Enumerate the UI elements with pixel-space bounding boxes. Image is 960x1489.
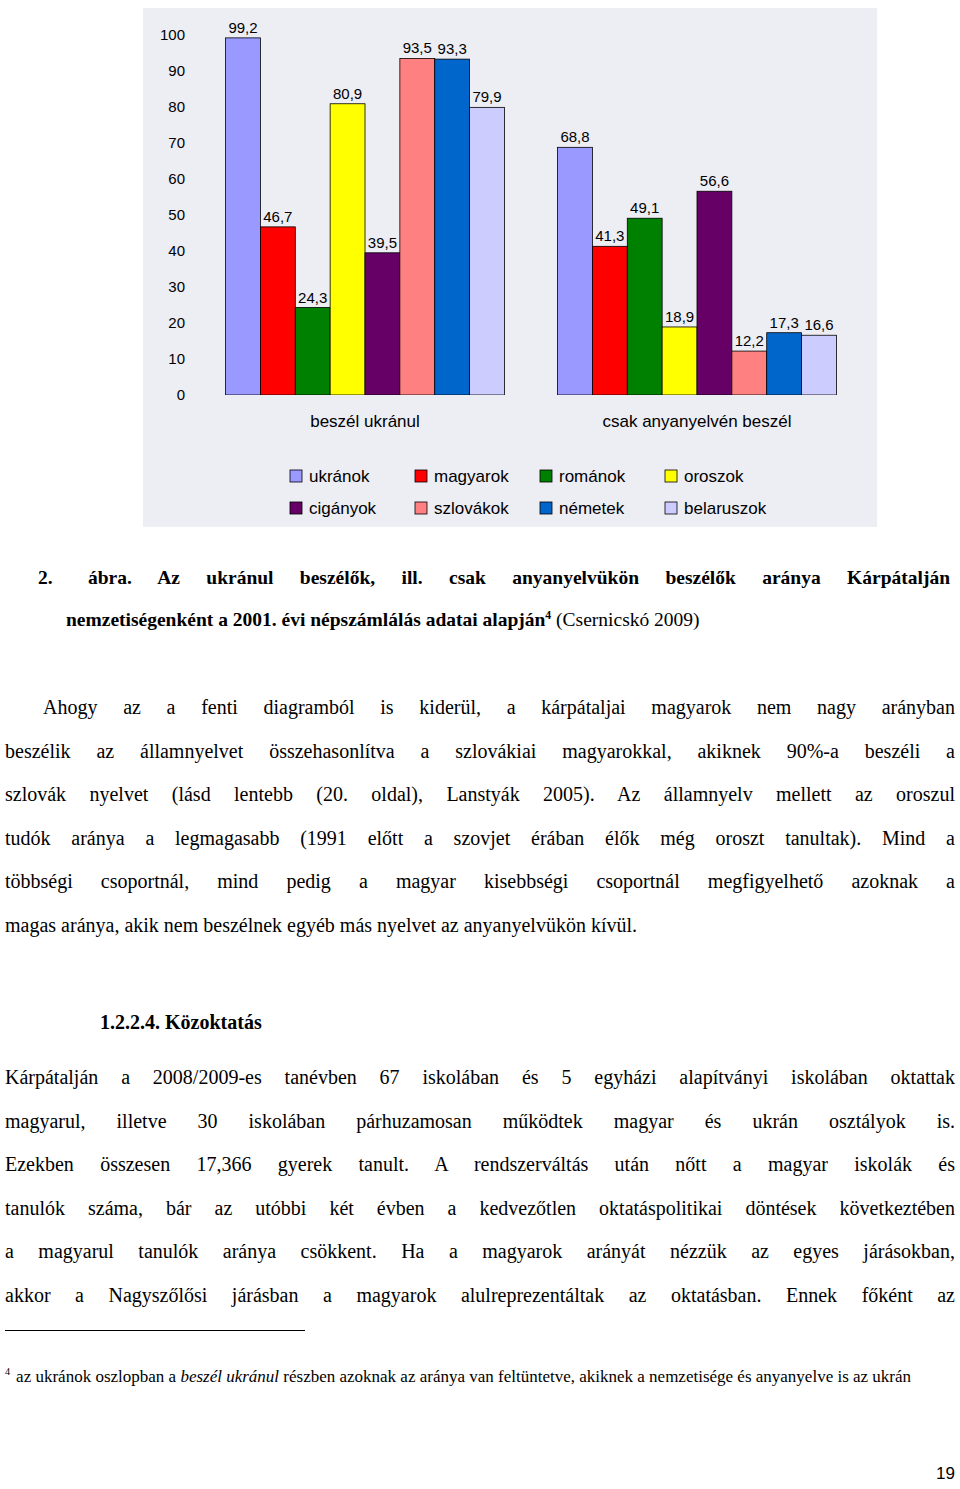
bar: [260, 227, 295, 395]
data-labels: 99,2 46,7 24,3 80,9 39,5 93,5 93,3 79,9 68,8 41,3…: [228, 19, 833, 349]
category-label: csak anyanyelvén beszél: [602, 412, 791, 431]
data-label: 99,2: [228, 19, 257, 36]
data-label: 68,8: [560, 128, 589, 145]
text-line: többségi csoportnál, mind pedig a magyar…: [5, 860, 955, 904]
caption-text: ábra. Az ukránul beszélők, ill. csak any…: [88, 567, 950, 588]
legend-label: ukránok: [309, 467, 370, 486]
bar: [592, 246, 627, 395]
footnote-number: 4: [5, 1366, 10, 1377]
chart-background: [143, 8, 877, 527]
caption-line: 2.ábra. Az ukránul beszélők, ill. csak a…: [38, 556, 950, 600]
text-line: tudók aránya a legmagasabb (1991 előtt a…: [5, 817, 955, 861]
text-line: beszélik az államnyelvet összehasonlítva…: [5, 730, 955, 774]
chart: 0 10 20 30 40 50 60 70 80 90 100 99,2 46,7 24,3 80,9 39…: [143, 8, 877, 527]
text-line: Ezekben összesen 17,366 gyerek tanult. A…: [5, 1143, 955, 1187]
y-tick-label: 40: [168, 242, 185, 259]
legend-swatch: [665, 470, 677, 482]
y-tick-label: 70: [168, 134, 185, 151]
legend-swatch: [415, 470, 427, 482]
y-tick-label: 30: [168, 278, 185, 295]
caption-number: 2.: [38, 556, 88, 600]
data-label: 46,7: [263, 208, 292, 225]
footnote-rule: [5, 1330, 305, 1331]
text-line: a magyarul tanulók aránya csökkent. Ha a…: [5, 1230, 955, 1274]
bar: [802, 335, 837, 395]
section-heading: 1.2.2.4. Közoktatás: [100, 1001, 262, 1045]
bar: [662, 327, 697, 395]
bar: [365, 253, 400, 395]
data-label: 79,9: [472, 88, 501, 105]
bar: [400, 58, 435, 395]
data-label: 49,1: [630, 199, 659, 216]
bar: [295, 308, 330, 395]
y-tick-label: 100: [160, 26, 185, 43]
data-label: 39,5: [368, 234, 397, 251]
bar: [627, 218, 662, 395]
data-label: 17,3: [770, 314, 799, 331]
y-tick-label: 90: [168, 62, 185, 79]
footnote: 4 az ukránok oszlopban a beszél ukránul r…: [5, 1362, 940, 1391]
bar: [226, 38, 261, 395]
text-line: tanulók száma, bár az utóbbi két évben a…: [5, 1187, 955, 1231]
footnote-ref: 4: [545, 609, 551, 622]
legend-swatch: [665, 502, 677, 514]
legend-swatch: [290, 470, 302, 482]
category-label: beszél ukránul: [310, 412, 420, 431]
y-tick-label: 50: [168, 206, 185, 223]
y-tick-label: 10: [168, 350, 185, 367]
legend-label: magyarok: [434, 467, 509, 486]
bar: [435, 59, 470, 395]
text-line: akkor a Nagyszőlősi járásban a magyarok …: [5, 1274, 955, 1318]
legend-label: belaruszok: [684, 499, 767, 518]
y-tick-label: 0: [177, 386, 185, 403]
data-label: 18,9: [665, 308, 694, 325]
data-label: 93,3: [438, 40, 467, 57]
footnote-text: részben azoknak az aránya van feltüntetv…: [279, 1367, 911, 1386]
data-label: 56,6: [700, 172, 729, 189]
page-number: 19: [925, 1464, 955, 1484]
legend-label: németek: [559, 499, 625, 518]
bars: [226, 38, 837, 395]
legend-swatch: [540, 502, 552, 514]
legend-label: szlovákok: [434, 499, 509, 518]
legend-label: románok: [559, 467, 626, 486]
y-tick-label: 60: [168, 170, 185, 187]
bar: [767, 333, 802, 395]
text-line: magas aránya, akik nem beszélnek egyéb m…: [5, 904, 955, 948]
caption-source: (Csernicskó 2009): [556, 609, 700, 630]
y-tick-label: 80: [168, 98, 185, 115]
data-label: 12,2: [735, 332, 764, 349]
text-line: szlovák nyelvet (lásd lentebb (20. oldal…: [5, 773, 955, 817]
bar: [697, 191, 732, 395]
bar: [732, 351, 767, 395]
bar: [330, 104, 365, 395]
text-line: Ahogy az a fenti diagramból is kiderül, …: [43, 686, 955, 730]
caption-line: nemzetiségenként a 2001. évi népszámlálá…: [66, 598, 950, 642]
data-label: 93,5: [403, 39, 432, 56]
data-label: 24,3: [298, 289, 327, 306]
data-label: 16,6: [804, 316, 833, 333]
footnote-text: beszél ukránul: [180, 1367, 279, 1386]
data-label: 80,9: [333, 85, 362, 102]
legend-swatch: [540, 470, 552, 482]
footnote-text: az ukránok oszlopban a: [16, 1367, 180, 1386]
y-tick-label: 20: [168, 314, 185, 331]
text-line: magyarul, illetve 30 iskolában párhuzamo…: [5, 1100, 955, 1144]
caption-text: nemzetiségenként a 2001. évi népszámlálá…: [66, 609, 545, 630]
legend-label: oroszok: [684, 467, 744, 486]
legend-label: cigányok: [309, 499, 377, 518]
text-line: Kárpátalján a 2008/2009-es tanévben 67 i…: [5, 1056, 955, 1100]
bar: [558, 147, 593, 395]
legend-swatch: [290, 502, 302, 514]
data-label: 41,3: [595, 227, 624, 244]
legend-swatch: [415, 502, 427, 514]
bar: [470, 107, 505, 395]
